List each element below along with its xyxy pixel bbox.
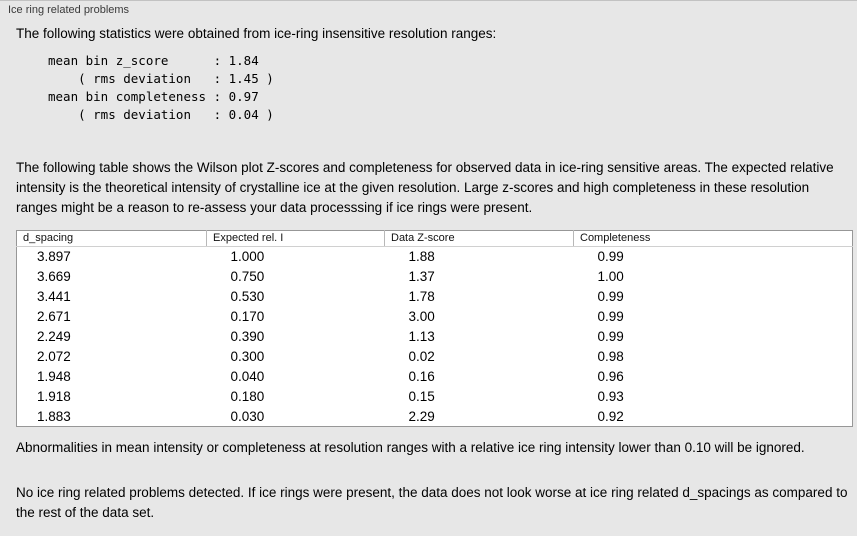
ice-ring-table: d_spacing Expected rel. I Data Z-score C… (16, 230, 853, 427)
panel-title: Ice ring related problems (8, 4, 130, 16)
intro-text: The following statistics were obtained f… (16, 26, 497, 41)
cell-completeness: 0.96 (597, 369, 624, 384)
table-row[interactable]: 3.441 0.530 1.78 0.99 (17, 287, 853, 307)
cell-d-spacing: 2.671 (37, 309, 71, 324)
table-row[interactable]: 1.918 0.180 0.15 0.93 (17, 387, 853, 407)
cell-d-spacing: 1.883 (37, 408, 71, 424)
cell-data-z-score: 2.29 (408, 408, 435, 424)
column-header-expected-rel-i[interactable]: Expected rel. I (206, 230, 385, 247)
cell-expected-rel-i: 0.530 (230, 289, 265, 304)
cell-data-z-score: 1.78 (408, 289, 435, 304)
conclusion-text: No ice ring related problems detected. I… (16, 485, 848, 520)
table-row[interactable]: 1.883 0.030 2.29 0.92 (17, 407, 853, 427)
table-row[interactable]: 2.072 0.300 0.02 0.98 (17, 347, 853, 367)
cell-completeness: 0.99 (597, 309, 624, 324)
cell-expected-rel-i: 0.300 (230, 349, 265, 364)
table-row[interactable]: 1.948 0.040 0.16 0.96 (17, 367, 853, 387)
stats-block: mean bin z_score : 1.84 ( rms deviation … (48, 53, 274, 122)
column-header-data-z-score[interactable]: Data Z-score (384, 230, 574, 247)
panel-content: The following statistics were obtained f… (0, 16, 857, 523)
table-row[interactable]: 3.669 0.750 1.37 1.00 (17, 267, 853, 287)
cell-data-z-score: 3.00 (408, 309, 435, 324)
cell-data-z-score: 1.13 (408, 329, 435, 344)
cell-expected-rel-i: 0.390 (230, 329, 265, 344)
cell-data-z-score: 0.15 (408, 389, 435, 404)
cell-d-spacing: 2.072 (37, 349, 71, 364)
cell-expected-rel-i: 0.750 (230, 269, 265, 284)
cell-d-spacing: 3.441 (37, 289, 71, 304)
ignore-note: Abnormalities in mean intensity or compl… (16, 440, 805, 455)
cell-d-spacing: 1.948 (37, 369, 71, 384)
cell-completeness: 0.93 (597, 389, 624, 404)
cell-expected-rel-i: 0.180 (230, 389, 265, 404)
cell-data-z-score: 1.88 (408, 249, 435, 265)
cell-completeness: 0.99 (597, 289, 624, 304)
table-description: The following table shows the Wilson plo… (16, 160, 834, 215)
cell-d-spacing: 1.918 (37, 389, 71, 404)
cell-expected-rel-i: 0.030 (230, 408, 265, 424)
cell-expected-rel-i: 0.170 (230, 309, 265, 324)
cell-completeness: 0.92 (597, 408, 624, 424)
cell-data-z-score: 0.16 (408, 369, 435, 384)
table-row[interactable]: 3.897 1.000 1.88 0.99 (17, 247, 853, 267)
table-row[interactable]: 2.249 0.390 1.13 0.99 (17, 327, 853, 347)
table-header-row: d_spacing Expected rel. I Data Z-score C… (16, 230, 853, 247)
cell-completeness: 0.99 (597, 249, 624, 265)
cell-expected-rel-i: 1.000 (230, 249, 265, 265)
cell-data-z-score: 0.02 (408, 349, 435, 364)
cell-d-spacing: 2.249 (37, 329, 71, 344)
cell-d-spacing: 3.669 (37, 269, 71, 284)
cell-completeness: 0.99 (597, 329, 624, 344)
cell-expected-rel-i: 0.040 (230, 369, 265, 384)
table-row[interactable]: 2.671 0.170 3.00 0.99 (17, 307, 853, 327)
column-header-d-spacing[interactable]: d_spacing (16, 230, 207, 247)
column-header-completeness[interactable]: Completeness (573, 230, 853, 247)
cell-completeness: 0.98 (597, 349, 624, 364)
cell-data-z-score: 1.37 (408, 269, 435, 284)
cell-d-spacing: 3.897 (37, 249, 71, 265)
cell-completeness: 1.00 (597, 269, 624, 284)
